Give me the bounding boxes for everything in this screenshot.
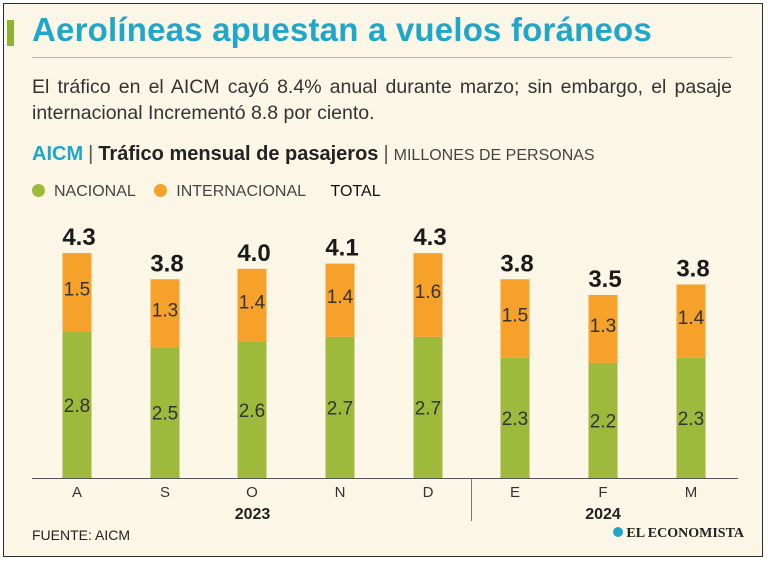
- chart-separator-2: |: [383, 143, 389, 165]
- bar-internacional: [237, 268, 267, 343]
- x-tick-label: O: [246, 484, 258, 501]
- label-nacional: 2.7: [327, 398, 353, 419]
- brand-e-icon: [613, 527, 624, 537]
- page-title: Aerolíneas apuestan a vuelos foráneos: [32, 11, 652, 48]
- infographic-card: [3, 3, 763, 557]
- label-internacional: 1.5: [64, 279, 90, 300]
- bar-internacional: [413, 253, 443, 337]
- x-tick-label: F: [598, 484, 607, 501]
- label-total: 3.8: [150, 250, 183, 277]
- chart-header: AICM | Tráfico mensual de pasajeros | MILLON…: [32, 143, 595, 166]
- legend-label-internacional: INTERNACIONAL: [176, 183, 307, 200]
- label-nacional: 2.6: [239, 401, 265, 422]
- label-nacional: 2.3: [502, 409, 528, 430]
- bar-nacional: [413, 336, 443, 478]
- legend-dot-nacional-icon: [32, 184, 45, 197]
- subtitle: El tráfico en el AICM cayó 8.4% anual du…: [32, 76, 732, 124]
- bar-nacional: [588, 362, 618, 478]
- label-nacional: 2.8: [64, 396, 90, 417]
- label-internacional: 1.4: [327, 287, 354, 308]
- label-internacional: 1.3: [590, 316, 616, 337]
- brand-logo: EL ECONOMISTA: [613, 526, 744, 542]
- source-note: FUENTE: AICM: [32, 527, 131, 543]
- bar-nacional: [325, 336, 355, 478]
- bar-internacional: [588, 294, 618, 363]
- legend-item-internacional: INTERNACIONAL: [154, 183, 306, 200]
- label-internacional: 1.3: [152, 300, 178, 321]
- label-total: 4.3: [413, 224, 446, 251]
- label-internacional: 1.4: [678, 308, 705, 329]
- bar-nacional: [150, 347, 180, 478]
- year-label: 2024: [585, 506, 621, 523]
- label-nacional: 2.7: [415, 398, 441, 419]
- label-total: 4.0: [237, 240, 270, 267]
- label-total: 3.5: [588, 266, 621, 293]
- label-total: 4.3: [62, 224, 95, 251]
- label-total: 3.8: [676, 255, 709, 282]
- bar-internacional: [62, 253, 92, 332]
- year-label: 2023: [235, 506, 271, 523]
- label-nacional: 2.3: [678, 409, 704, 430]
- label-internacional: 1.6: [415, 282, 441, 303]
- legend-label-total: TOTAL: [330, 183, 381, 200]
- bar-internacional: [500, 279, 530, 358]
- brand-name: EL ECONOMISTA: [626, 526, 744, 541]
- bar-nacional: [676, 357, 706, 478]
- x-tick-label: S: [160, 484, 170, 501]
- label-internacional: 1.5: [502, 305, 528, 326]
- legend-dot-internacional-icon: [154, 184, 168, 197]
- legend-label-nacional: NACIONAL: [54, 183, 136, 200]
- bar-nacional: [62, 331, 92, 478]
- bar-internacional: [150, 279, 180, 348]
- label-total: 4.1: [325, 235, 358, 262]
- x-tick-label: M: [685, 484, 698, 501]
- bar-nacional: [237, 342, 267, 478]
- chart-unit: MILLONES DE PERSONAS: [393, 147, 595, 164]
- label-total: 3.8: [500, 250, 533, 277]
- label-nacional: 2.2: [590, 411, 616, 432]
- chart-separator: |: [88, 143, 94, 165]
- bar-internacional: [676, 284, 706, 358]
- chart-acronym: AICM: [32, 143, 84, 165]
- bar-internacional: [325, 263, 355, 337]
- x-tick-label: N: [335, 484, 346, 501]
- x-tick-label: E: [510, 484, 520, 501]
- label-internacional: 1.4: [239, 292, 266, 313]
- bar-nacional: [500, 357, 530, 478]
- legend-item-nacional: NACIONAL: [32, 183, 136, 200]
- x-tick-label: D: [423, 484, 434, 501]
- chart-legend: NACIONAL INTERNACIONAL TOTAL: [32, 183, 381, 201]
- chart-title: Tráfico mensual de pasajeros: [98, 143, 379, 165]
- title-divider: [32, 57, 732, 58]
- label-nacional: 2.5: [152, 404, 178, 425]
- title-accent-bar: [7, 20, 14, 46]
- x-tick-label: A: [72, 484, 82, 501]
